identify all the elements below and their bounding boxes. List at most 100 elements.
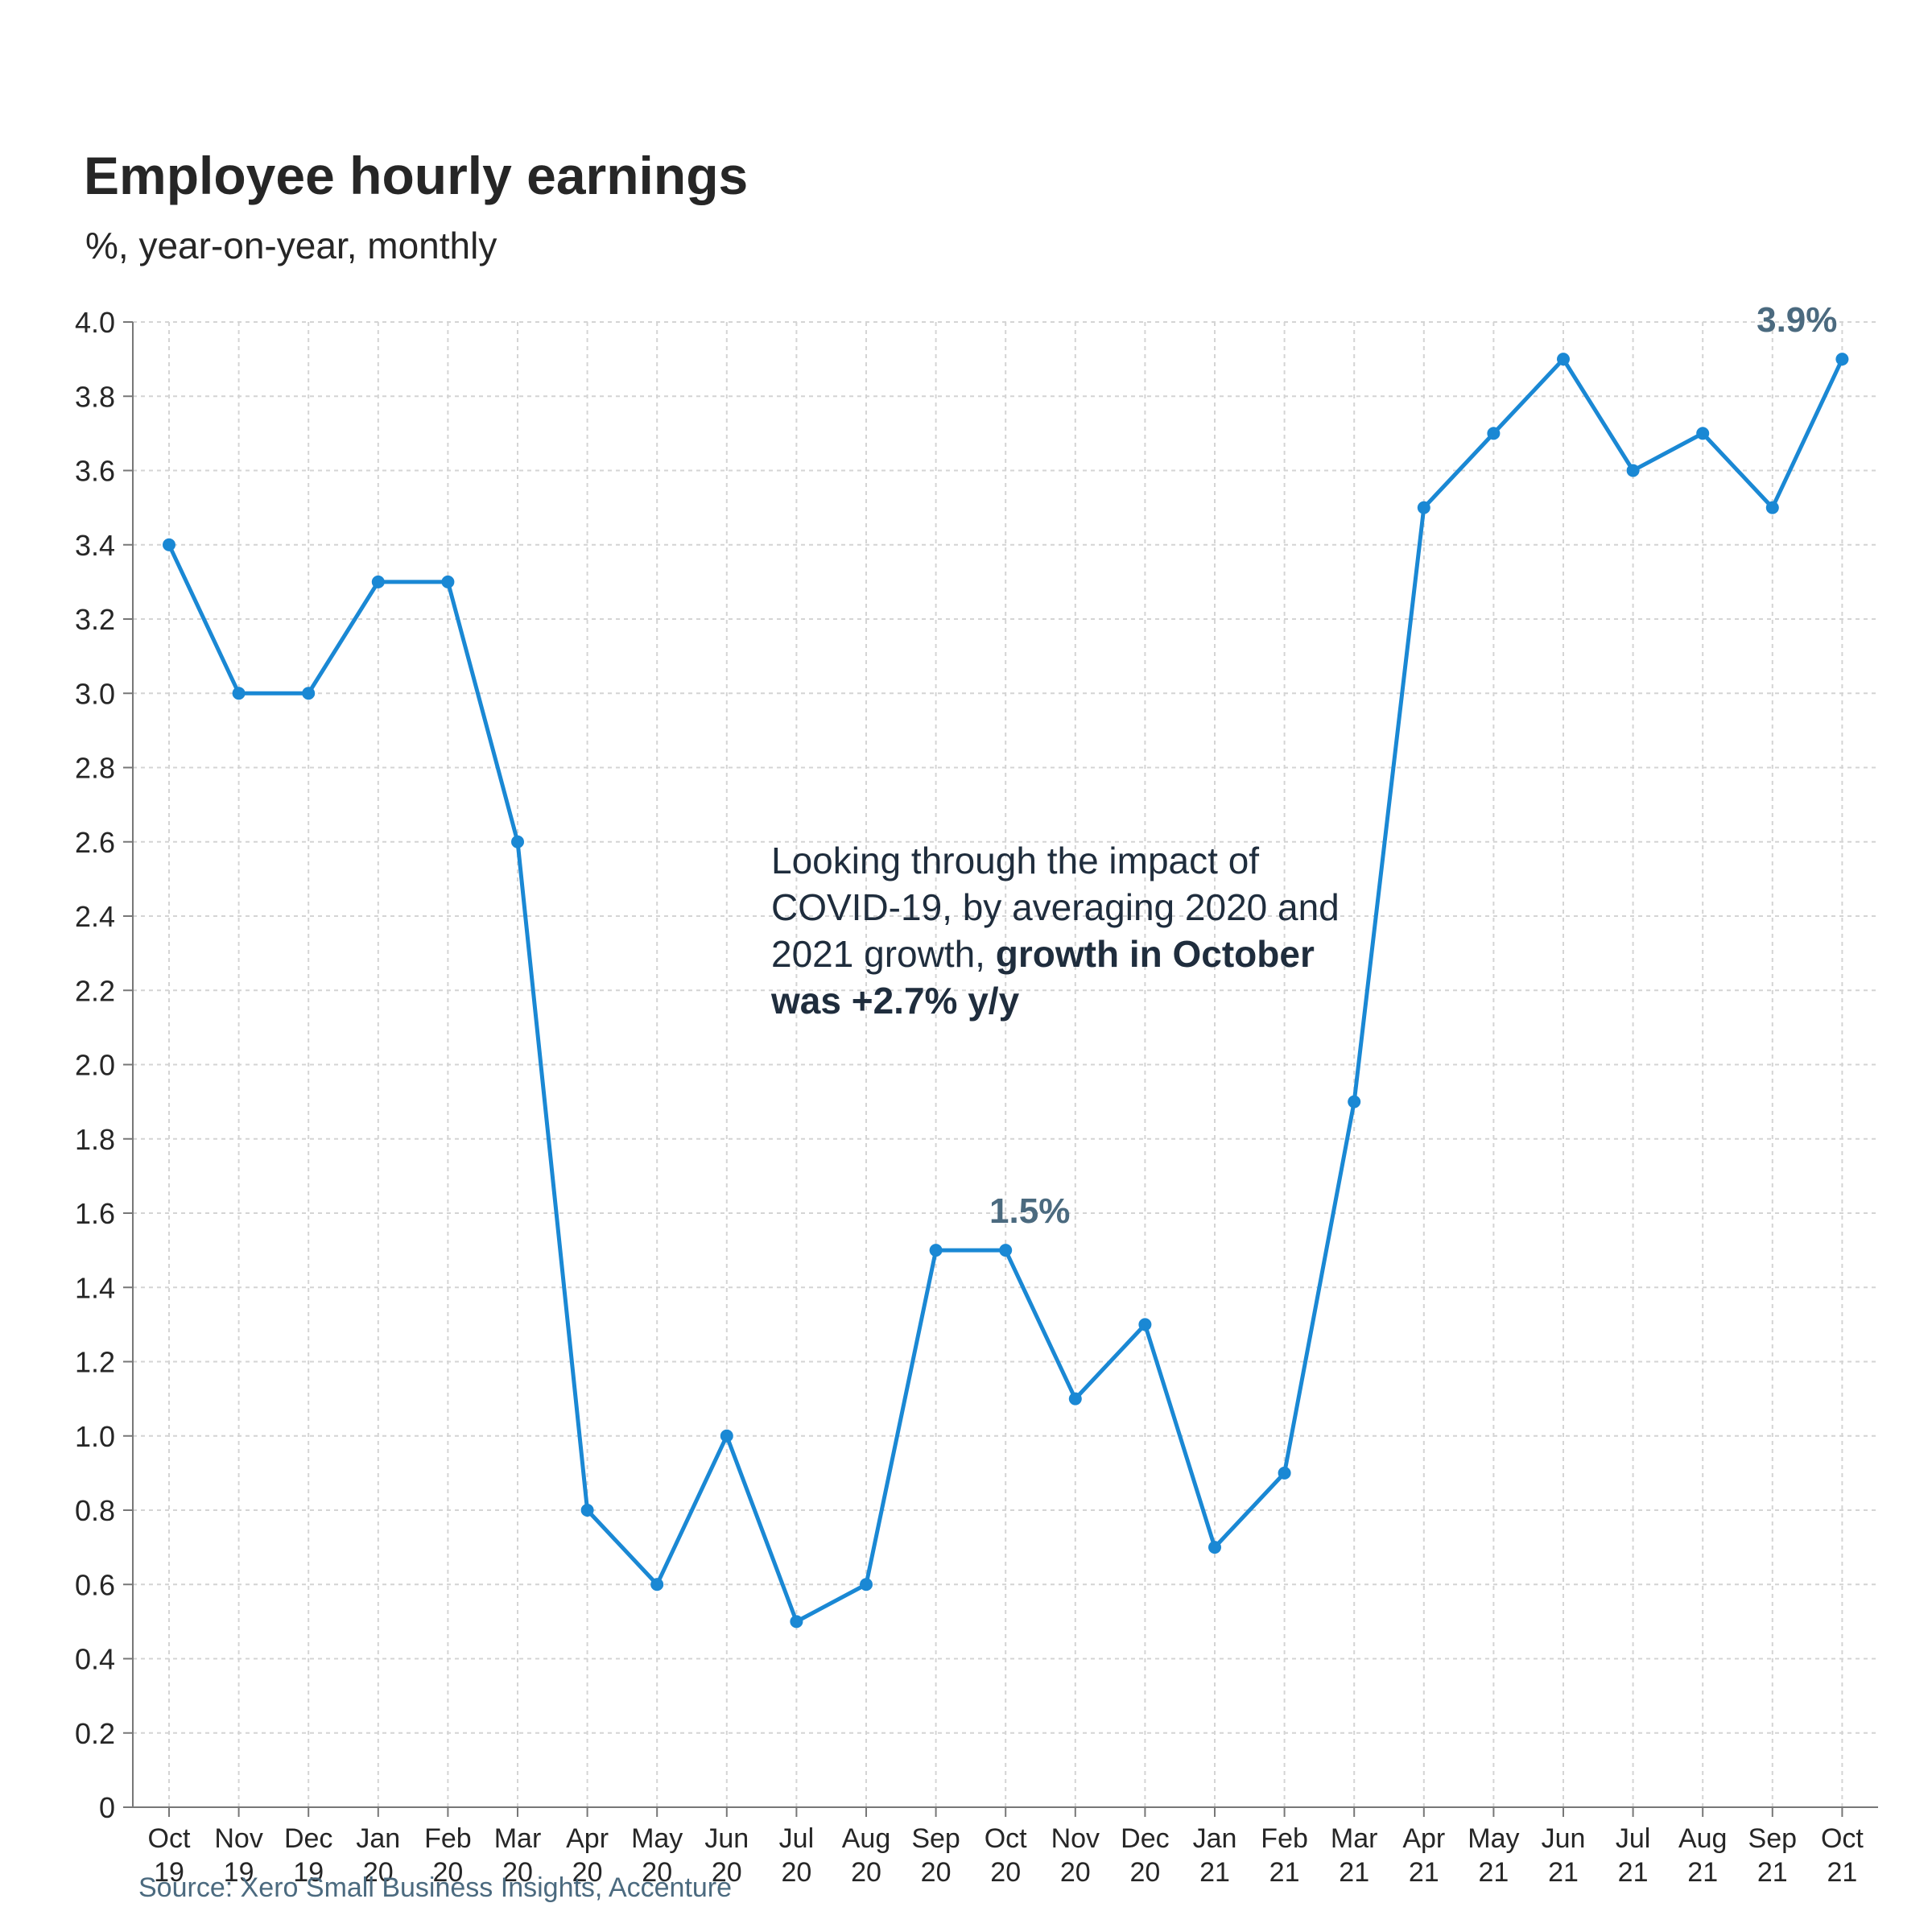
y-tick-label: 1.8: [75, 1123, 115, 1156]
x-tick-label-year: 20: [921, 1857, 952, 1888]
data-point: [1068, 1392, 1082, 1406]
x-tick-label-month: Aug: [842, 1823, 891, 1854]
x-tick-label-month: Oct: [985, 1823, 1027, 1854]
series-layer: [163, 353, 1849, 1629]
data-point: [1557, 353, 1570, 366]
data-point: [860, 1578, 873, 1591]
y-tick-label: 2.6: [75, 826, 115, 859]
x-tick-label-year: 21: [1548, 1857, 1579, 1888]
x-tick-label-year: 21: [1618, 1857, 1649, 1888]
y-tick-label: 3.0: [75, 677, 115, 710]
y-tick-label: 0: [99, 1791, 115, 1824]
y-tick-label: 3.4: [75, 529, 115, 562]
y-tick-label: 0.4: [75, 1643, 115, 1676]
data-point: [650, 1578, 664, 1591]
data-point: [1348, 1095, 1361, 1108]
data-point: [232, 687, 246, 700]
data-point: [720, 1429, 733, 1443]
y-axis-ticks: 0 0.2 0.4 0.6 0.8 1.0 1.2 1.4 1.6 1.8 2.0 2.2 2.4 2.6…: [75, 306, 115, 1824]
data-point: [1835, 353, 1849, 366]
x-tick-label-year: 20: [781, 1857, 811, 1888]
chart-subtitle: %, year-on-year, monthly: [85, 225, 497, 266]
x-tick-label-month: Feb: [1261, 1823, 1308, 1854]
y-tick-label: 1.2: [75, 1346, 115, 1379]
x-tick-label-year: 20: [1129, 1857, 1160, 1888]
data-point: [1208, 1541, 1221, 1554]
x-tick-label-year: 21: [1339, 1857, 1369, 1888]
y-tick-label: 2.8: [75, 752, 115, 785]
x-tick-label-month: Nov: [214, 1823, 262, 1854]
x-tick-label-year: 19: [224, 1857, 254, 1888]
x-tick-label-month: May: [631, 1823, 683, 1854]
x-tick-label-month: Dec: [284, 1823, 332, 1854]
x-tick-label-year: 21: [1199, 1857, 1230, 1888]
x-tick-label-year: 20: [432, 1857, 463, 1888]
y-tick-label: 2.2: [75, 974, 115, 1007]
x-tick-label-year: 21: [1478, 1857, 1509, 1888]
x-tick-label-month: Jul: [779, 1823, 814, 1854]
x-tick-label-month: Sep: [1748, 1823, 1798, 1854]
x-tick-label-year: 20: [572, 1857, 603, 1888]
x-tick-label-year: 20: [712, 1857, 742, 1888]
y-tick-label: 3.6: [75, 455, 115, 488]
data-point: [1487, 427, 1501, 440]
x-tick-label-year: 20: [1060, 1857, 1091, 1888]
data-point: [1696, 427, 1710, 440]
x-tick-label-month: Jul: [1616, 1823, 1650, 1854]
x-tick-label-month: Apr: [566, 1823, 609, 1854]
y-tick-label: 4.0: [75, 306, 115, 339]
x-tick-label-month: May: [1468, 1823, 1519, 1854]
data-point: [580, 1504, 594, 1517]
x-tick-label-month: Dec: [1121, 1823, 1169, 1854]
x-axis-ticks: Oct19Nov19Dec19Jan20Feb20Mar20Apr20May20…: [148, 1823, 1864, 1888]
axes: [123, 321, 1878, 1817]
x-tick-label-year: 20: [851, 1857, 881, 1888]
annotation-normal-text: Looking through the impact of COVID-19, …: [771, 840, 1340, 975]
data-point: [1138, 1318, 1152, 1331]
x-tick-label-year: 21: [1409, 1857, 1439, 1888]
x-tick-label-year: 19: [293, 1857, 324, 1888]
x-tick-label-year: 20: [502, 1857, 533, 1888]
y-tick-label: 0.8: [75, 1494, 115, 1527]
x-tick-label-month: Sep: [911, 1823, 960, 1854]
data-point: [163, 538, 175, 551]
x-tick-label-month: Oct: [148, 1823, 191, 1854]
y-tick-label: 2.4: [75, 900, 115, 933]
data-callout-label: 1.5%: [989, 1191, 1070, 1231]
gridlines: [133, 321, 1878, 1807]
x-tick-label-year: 20: [642, 1857, 672, 1888]
x-tick-label-month: Mar: [1331, 1823, 1378, 1854]
x-tick-label-month: Jan: [356, 1823, 400, 1854]
x-tick-label-year: 21: [1269, 1857, 1300, 1888]
data-point: [441, 575, 455, 588]
callout-layer: 1.5% 3.9%: [989, 300, 1837, 1231]
x-tick-label-year: 19: [154, 1857, 184, 1888]
y-tick-label: 3.8: [75, 380, 115, 413]
x-tick-label-month: Jan: [1193, 1823, 1237, 1854]
x-tick-label-year: 20: [363, 1857, 394, 1888]
x-tick-label-year: 21: [1687, 1857, 1718, 1888]
data-point: [999, 1244, 1013, 1257]
data-callout-label: 3.9%: [1757, 300, 1837, 340]
x-tick-label-year: 21: [1757, 1857, 1788, 1888]
data-point: [1278, 1466, 1291, 1480]
source-note: Source: Xero Small Business Insights, Ac…: [138, 1872, 733, 1903]
y-tick-label: 1.4: [75, 1271, 115, 1304]
y-tick-label: 3.2: [75, 603, 115, 636]
data-point: [371, 575, 385, 588]
x-tick-label-month: Jun: [704, 1823, 749, 1854]
y-tick-label: 0.2: [75, 1717, 115, 1750]
data-point: [1626, 464, 1640, 477]
x-tick-label-month: Jun: [1542, 1823, 1586, 1854]
data-point: [511, 835, 524, 848]
y-tick-label: 1.0: [75, 1420, 115, 1453]
x-tick-label-month: Feb: [424, 1823, 472, 1854]
x-tick-label-year: 20: [990, 1857, 1021, 1888]
x-tick-label-month: Nov: [1051, 1823, 1100, 1854]
x-tick-label-month: Oct: [1821, 1823, 1864, 1854]
x-tick-label-month: Aug: [1678, 1823, 1728, 1854]
x-tick-label-year: 21: [1827, 1857, 1857, 1888]
data-point: [1765, 501, 1779, 514]
annotation-text: Looking through the impact of COVID-19, …: [771, 837, 1351, 1024]
